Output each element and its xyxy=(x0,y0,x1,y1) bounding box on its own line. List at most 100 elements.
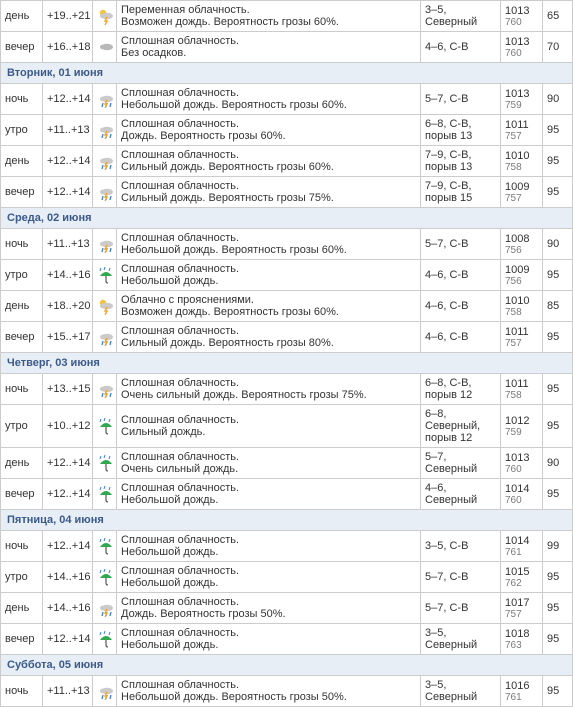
humidity: 95 xyxy=(543,146,573,177)
description: Сплошная облачность.Сильный дождь. Вероя… xyxy=(117,177,421,208)
pressure: 1013760 xyxy=(501,32,543,63)
daypart: вечер xyxy=(1,479,43,510)
pressure: 1011757 xyxy=(501,115,543,146)
temperature: +10..+12 xyxy=(43,405,93,448)
weather-icon xyxy=(93,531,117,562)
daypart: день xyxy=(1,146,43,177)
description: Сплошная облачность.Очень сильный дождь. xyxy=(117,448,421,479)
pressure-mm: 757 xyxy=(505,193,538,204)
pressure: 1009756 xyxy=(501,260,543,291)
pressure-hpa: 1009 xyxy=(505,264,529,276)
wind: 4–6, С-В xyxy=(421,291,501,322)
day-header: Пятница, 04 июня xyxy=(1,510,573,531)
temperature: +14..+16 xyxy=(43,562,93,593)
pressure: 1017757 xyxy=(501,593,543,624)
description: Переменная облачность.Возможен дождь. Ве… xyxy=(117,1,421,32)
weather-icon xyxy=(93,405,117,448)
daypart: день xyxy=(1,1,43,32)
weather-icon xyxy=(93,676,117,707)
desc-line1: Сплошная облачность. xyxy=(121,325,416,337)
forecast-row: вечер+15..+17Сплошная облачность.Сильный… xyxy=(1,322,573,353)
humidity: 95 xyxy=(543,562,573,593)
daypart: утро xyxy=(1,562,43,593)
weather-icon xyxy=(93,229,117,260)
humidity: 95 xyxy=(543,322,573,353)
humidity: 90 xyxy=(543,84,573,115)
humidity: 90 xyxy=(543,229,573,260)
desc-line2: Без осадков. xyxy=(121,47,416,59)
forecast-row: утро+14..+16Сплошная облачность.Небольшо… xyxy=(1,260,573,291)
pressure-mm: 760 xyxy=(505,495,538,506)
wind: 6–8, С-В, порыв 12 xyxy=(421,374,501,405)
pressure-hpa: 1013 xyxy=(505,88,529,100)
pressure-hpa: 1012 xyxy=(505,415,529,427)
daypart: вечер xyxy=(1,177,43,208)
desc-line1: Сплошная облачность. xyxy=(121,627,416,639)
pressure-mm: 760 xyxy=(505,48,538,59)
pressure-mm: 757 xyxy=(505,609,538,620)
forecast-row: ночь+11..+13Сплошная облачность.Небольшо… xyxy=(1,229,573,260)
day-header: Вторник, 01 июня xyxy=(1,63,573,84)
pressure-mm: 757 xyxy=(505,131,538,142)
pressure-mm: 758 xyxy=(505,390,538,401)
weather-icon xyxy=(93,374,117,405)
pressure: 1013760 xyxy=(501,448,543,479)
description: Сплошная облачность.Небольшой дождь. xyxy=(117,562,421,593)
desc-line1: Сплошная облачность. xyxy=(121,377,416,389)
daypart: ночь xyxy=(1,84,43,115)
desc-line1: Сплошная облачность. xyxy=(121,149,416,161)
pressure-mm: 761 xyxy=(505,692,538,703)
desc-line2: Очень сильный дождь. Вероятность грозы 7… xyxy=(121,389,416,401)
weather-icon xyxy=(93,1,117,32)
pressure: 1011757 xyxy=(501,322,543,353)
forecast-row: утро+10..+12Сплошная облачность.Сильный … xyxy=(1,405,573,448)
pressure-hpa: 1011 xyxy=(505,119,529,131)
pressure: 1012759 xyxy=(501,405,543,448)
forecast-row: ночь+12..+14Сплошная облачность.Небольшо… xyxy=(1,531,573,562)
forecast-row: вечер+16..+18Сплошная облачность.Без оса… xyxy=(1,32,573,63)
forecast-row: вечер+12..+14Сплошная облачность.Небольш… xyxy=(1,624,573,655)
weather-icon xyxy=(93,479,117,510)
pressure: 1010758 xyxy=(501,146,543,177)
wind: 4–6, С-В xyxy=(421,260,501,291)
wind: 5–7, С-В xyxy=(421,562,501,593)
pressure: 1015762 xyxy=(501,562,543,593)
day-header: Среда, 02 июня xyxy=(1,208,573,229)
pressure-hpa: 1010 xyxy=(505,150,529,162)
desc-line2: Небольшой дождь. Вероятность грозы 60%. xyxy=(121,99,416,111)
desc-line2: Возможен дождь. Вероятность грозы 60%. xyxy=(121,16,416,28)
forecast-row: ночь+13..+15Сплошная облачность.Очень си… xyxy=(1,374,573,405)
daypart: вечер xyxy=(1,32,43,63)
desc-line1: Сплошная облачность. xyxy=(121,451,416,463)
wind: 3–5, Северный xyxy=(421,624,501,655)
pressure: 1014760 xyxy=(501,479,543,510)
pressure-mm: 761 xyxy=(505,547,538,558)
daypart: вечер xyxy=(1,322,43,353)
desc-line2: Сильный дождь. Вероятность грозы 80%. xyxy=(121,337,416,349)
forecast-row: день+12..+14Сплошная облачность.Сильный … xyxy=(1,146,573,177)
wind: 7–9, С-В, порыв 13 xyxy=(421,146,501,177)
desc-line1: Сплошная облачность. xyxy=(121,35,416,47)
humidity: 95 xyxy=(543,115,573,146)
desc-line2: Очень сильный дождь. xyxy=(121,463,416,475)
desc-line1: Сплошная облачность. xyxy=(121,263,416,275)
humidity: 85 xyxy=(543,291,573,322)
humidity: 95 xyxy=(543,676,573,707)
temperature: +14..+16 xyxy=(43,260,93,291)
desc-line1: Сплошная облачность. xyxy=(121,180,416,192)
humidity: 70 xyxy=(543,32,573,63)
temperature: +12..+14 xyxy=(43,448,93,479)
desc-line1: Облачно с прояснениями. xyxy=(121,294,416,306)
forecast-row: день+18..+20Облачно с прояснениями.Возмо… xyxy=(1,291,573,322)
desc-line1: Сплошная облачность. xyxy=(121,118,416,130)
desc-line1: Сплошная облачность. xyxy=(121,87,416,99)
description: Облачно с прояснениями.Возможен дождь. В… xyxy=(117,291,421,322)
forecast-row: ночь+12..+14Сплошная облачность.Небольшо… xyxy=(1,84,573,115)
weather-icon xyxy=(93,84,117,115)
pressure: 1013760 xyxy=(501,1,543,32)
desc-line2: Небольшой дождь. xyxy=(121,639,416,651)
pressure: 1010758 xyxy=(501,291,543,322)
description: Сплошная облачность.Небольшой дождь. Вер… xyxy=(117,84,421,115)
weather-icon xyxy=(93,562,117,593)
desc-line2: Небольшой дождь. Вероятность грозы 50%. xyxy=(121,691,416,703)
